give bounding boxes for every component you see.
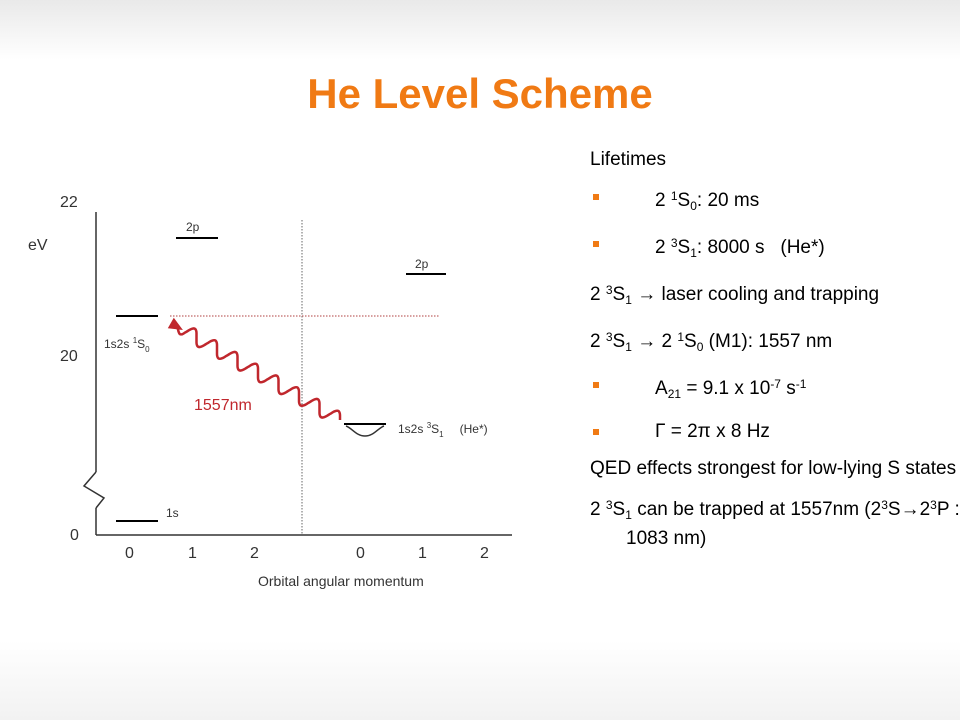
y-axis-unit: eV [28,237,48,254]
bullet-square-icon [593,429,599,435]
bullet-square-icon [593,194,599,200]
axis-break [82,471,106,509]
x-tick-right-2: 2 [480,545,489,562]
transition-label: 1557nm [194,397,252,414]
transition-arrowhead [167,317,183,330]
x-tick-left-1: 1 [188,545,197,562]
lifetimes-heading: Lifetimes [590,149,667,170]
y-tick-22: 22 [60,194,78,211]
transition-wave [175,325,342,420]
level-triplet-1s2s-label: 1s2s 3S1 (He*) [398,421,488,439]
level-ground-1s-label: 1s [166,506,179,520]
bullet-singlet-lifetime: 2 1S0: 20 ms [590,185,960,218]
trap-potential [345,425,385,437]
bullet-triplet-lifetime: 2 3S1: 8000 s (He*) [590,232,960,265]
line-trapped: 2 3S1 can be trapped at 1557nm (23S→23P … [590,498,960,549]
level-singlet-2p-label: 2p [186,220,200,234]
bullet-einstein-a: A21 = 9.1 x 10-7 s-1 [590,373,960,406]
bullet-square-icon [593,382,599,388]
x-tick-left-0: 0 [125,545,134,562]
level-triplet-2p-label: 2p [415,257,429,271]
page-title: He Level Scheme [307,70,653,117]
bullet-linewidth: Γ = 2π x 8 Hz [590,420,960,443]
x-tick-right-1: 1 [418,545,427,562]
bullet-square-icon [593,241,599,247]
y-tick-20: 20 [60,348,78,365]
x-tick-right-0: 0 [356,545,365,562]
line-laser-cooling: 2 3S1 → laser cooling and trapping [590,283,880,307]
level-singlet-1s2s-label: 1s2s 1S0 [104,336,150,354]
line-m1-transition: 2 3S1 → 2 1S0 (M1): 1557 nm [590,330,833,354]
x-axis-label: Orbital angular momentum [258,573,424,589]
y-tick-0: 0 [70,527,79,544]
info-panel: Lifetimes 2 1S0: 20 ms 2 3S1: 8000 s (He… [590,148,960,564]
x-tick-left-2: 2 [250,545,259,562]
line-qed-effects: QED effects strongest for low-lying S st… [590,458,957,479]
